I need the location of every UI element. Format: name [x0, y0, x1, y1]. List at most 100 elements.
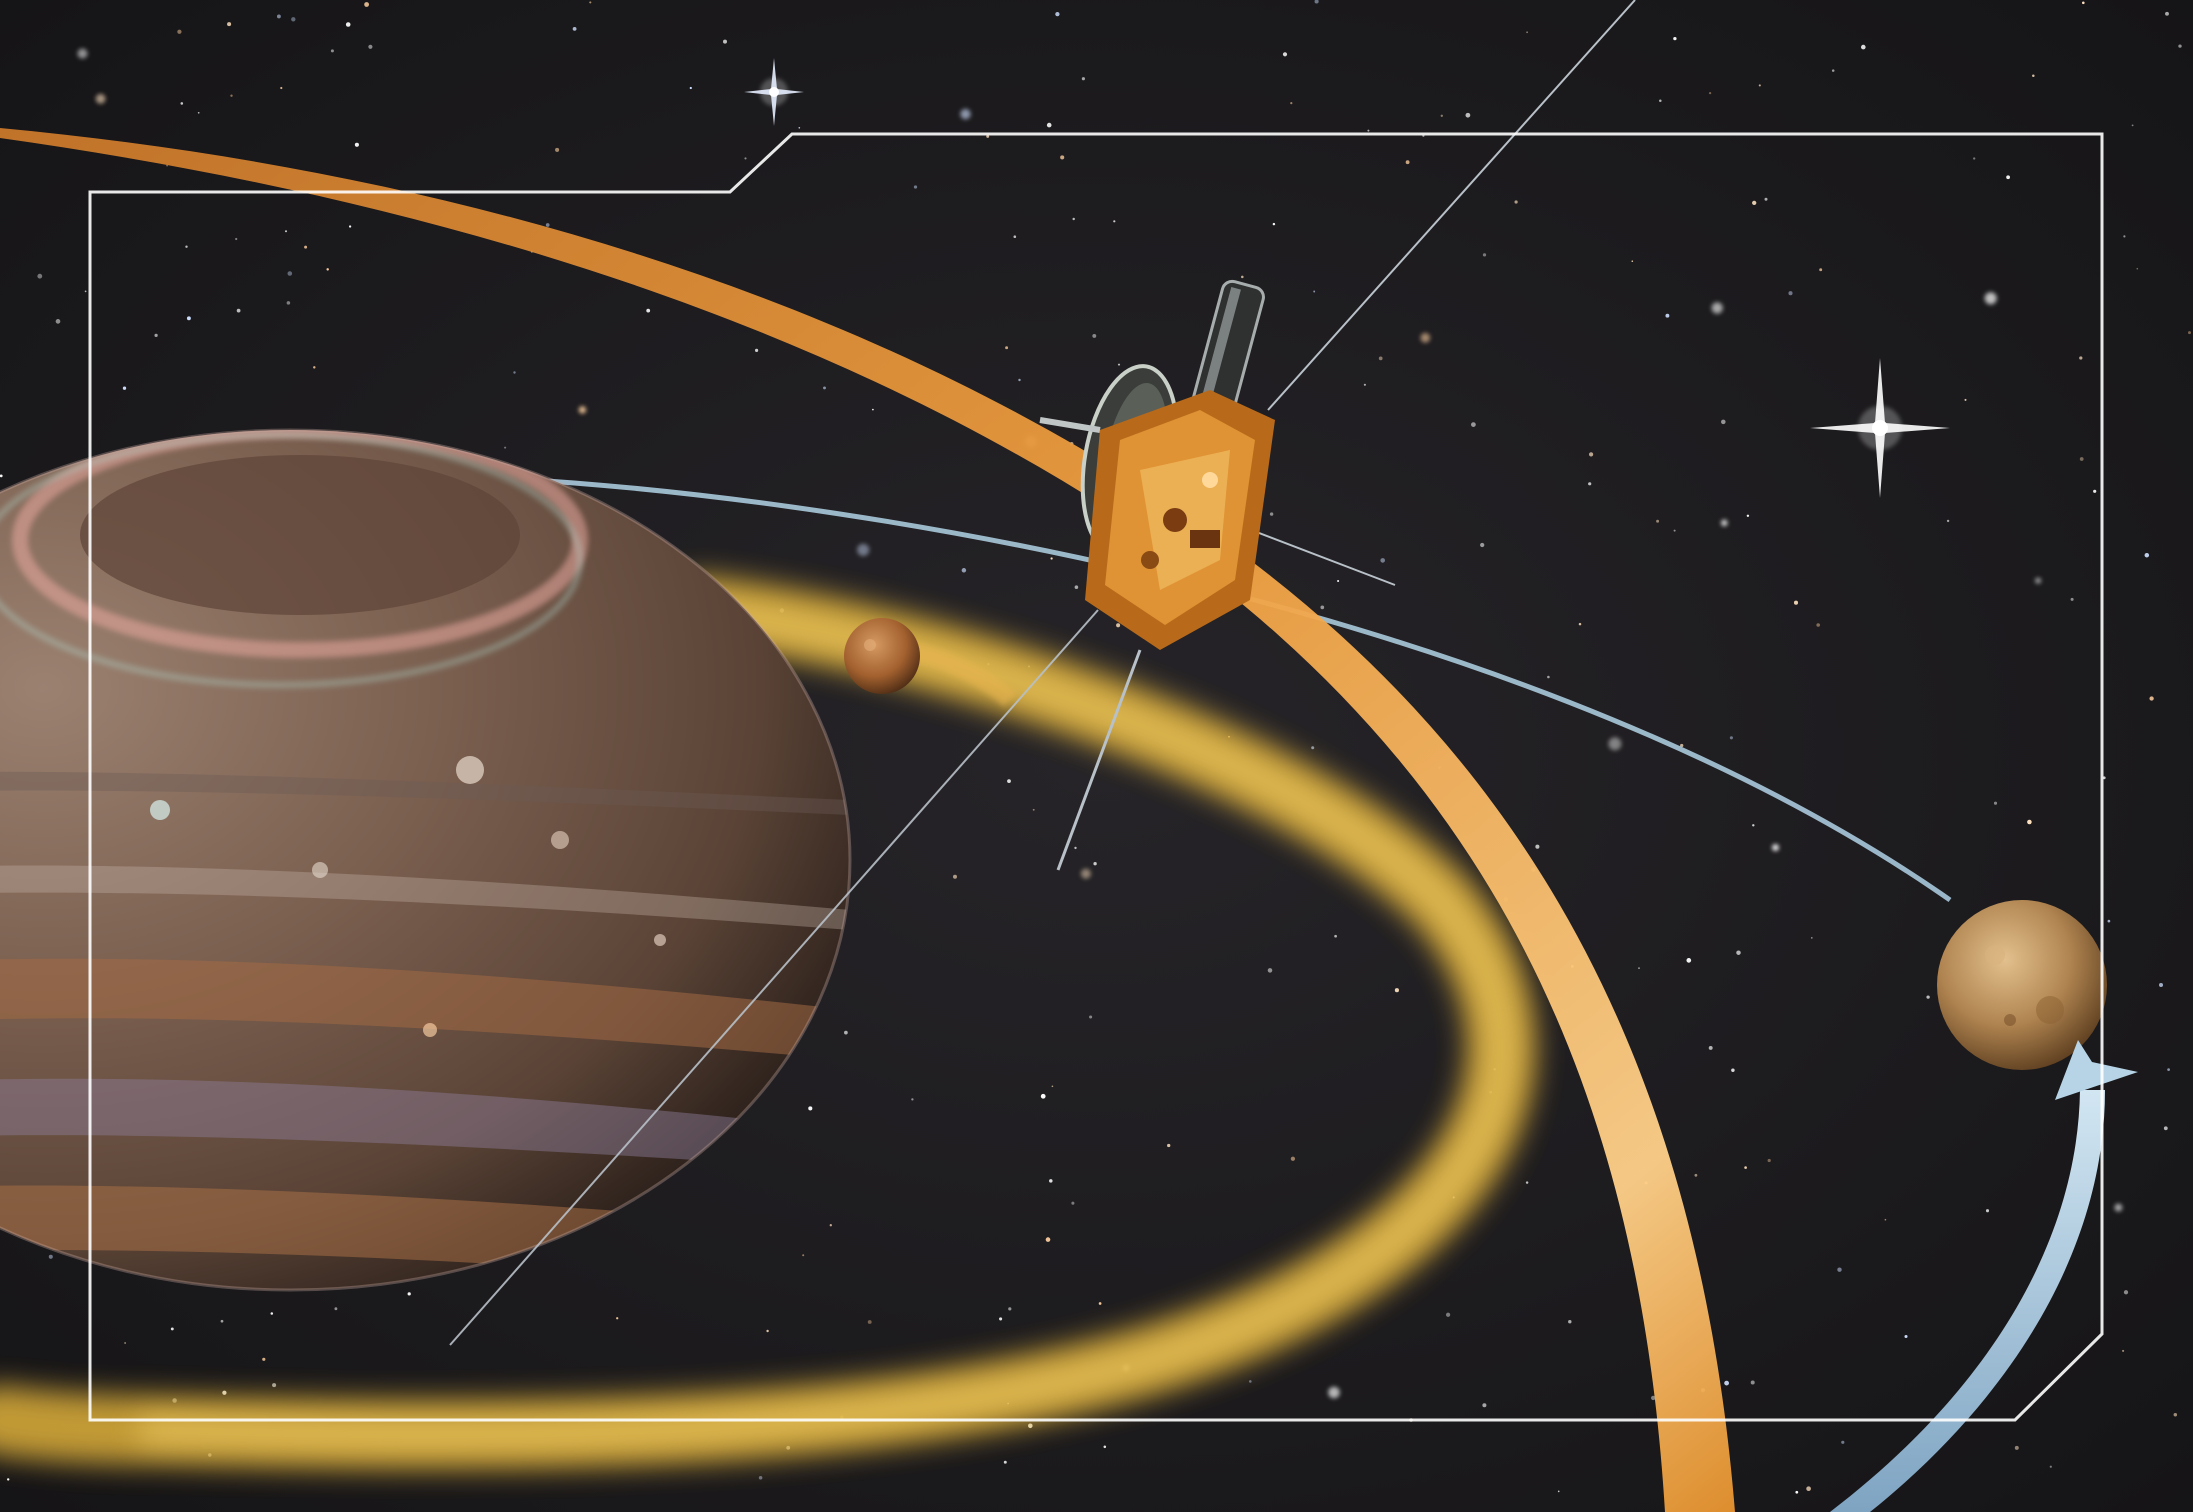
star — [1973, 157, 1976, 160]
star — [1721, 519, 1728, 527]
star — [1314, 0, 1319, 4]
star — [2136, 267, 2139, 270]
star — [1116, 623, 1121, 628]
star — [348, 225, 352, 228]
star — [230, 94, 233, 97]
star — [802, 1254, 805, 1257]
star — [262, 1357, 266, 1361]
star — [1117, 363, 1121, 366]
star — [2123, 1290, 2129, 1295]
star — [1060, 155, 1065, 160]
star — [330, 49, 334, 53]
star — [1032, 808, 1035, 811]
star — [276, 14, 281, 19]
star — [1046, 122, 1052, 128]
star — [1721, 419, 1726, 425]
star — [1946, 519, 1950, 523]
star — [616, 1317, 619, 1320]
star — [758, 1476, 763, 1480]
star — [1074, 585, 1079, 589]
star — [1788, 291, 1793, 296]
star — [2131, 124, 2134, 127]
star — [2188, 331, 2191, 335]
star — [2006, 175, 2010, 180]
bright-star-right — [1810, 358, 1950, 498]
star — [170, 1327, 174, 1331]
star — [823, 386, 826, 390]
star — [1269, 512, 1274, 516]
star — [1724, 1380, 1729, 1386]
star — [744, 157, 747, 160]
star — [857, 543, 870, 557]
star — [354, 142, 359, 147]
star — [2159, 983, 2163, 987]
star — [1752, 200, 1757, 206]
star — [2163, 1126, 2168, 1131]
star — [1482, 1403, 1487, 1408]
star — [1367, 129, 1370, 132]
star — [1334, 934, 1337, 938]
star — [1535, 844, 1540, 849]
antenna-line-short — [1056, 649, 1142, 871]
star — [1290, 102, 1293, 105]
star — [122, 386, 127, 390]
star — [1051, 1085, 1054, 1088]
star — [1638, 967, 1640, 969]
star — [1810, 937, 1813, 939]
star — [1005, 346, 1009, 350]
star — [1680, 743, 1684, 748]
torus-ring — [0, 575, 1537, 1470]
star — [2173, 1413, 2178, 1417]
star — [1711, 302, 1723, 314]
star — [1816, 623, 1820, 627]
star — [180, 102, 184, 105]
star — [2122, 1349, 2125, 1352]
bright-star-top — [744, 58, 804, 126]
star — [1772, 844, 1779, 852]
star — [37, 273, 43, 279]
star — [1445, 1312, 1451, 1317]
antenna-line-upper — [1267, 0, 1636, 411]
star — [1080, 868, 1091, 879]
star — [2149, 696, 2154, 701]
large-moon — [1937, 900, 2107, 1070]
star — [334, 1307, 338, 1311]
star — [1694, 1173, 1698, 1177]
star — [2014, 1445, 2019, 1450]
star — [1471, 422, 1476, 427]
star — [1320, 605, 1325, 610]
star — [1055, 11, 1060, 17]
star — [280, 86, 283, 90]
star — [1007, 779, 1011, 783]
star — [177, 29, 182, 34]
star — [1841, 1440, 1845, 1444]
star — [326, 268, 329, 271]
star — [1405, 160, 1410, 165]
star — [2082, 1, 2085, 5]
star — [555, 147, 560, 152]
star — [589, 1, 592, 4]
star — [1673, 529, 1676, 532]
star — [1093, 862, 1097, 866]
star — [1089, 1015, 1093, 1019]
star — [124, 1342, 126, 1344]
star — [222, 1390, 227, 1395]
star — [1008, 1307, 1012, 1311]
star — [953, 874, 957, 879]
antenna-line-lower — [449, 609, 1099, 1346]
star — [1337, 579, 1340, 583]
star — [1767, 1158, 1771, 1163]
star — [1686, 958, 1692, 963]
gas-giant — [0, 428, 852, 1292]
star — [1819, 268, 1823, 272]
star — [867, 1320, 872, 1324]
star — [2167, 1068, 2170, 1071]
star — [578, 406, 587, 414]
star — [872, 408, 874, 411]
star — [1394, 988, 1399, 993]
star — [1926, 995, 1930, 999]
star — [2079, 457, 2084, 461]
star — [1746, 514, 1750, 517]
star — [1588, 452, 1594, 457]
star — [1098, 1302, 1102, 1305]
